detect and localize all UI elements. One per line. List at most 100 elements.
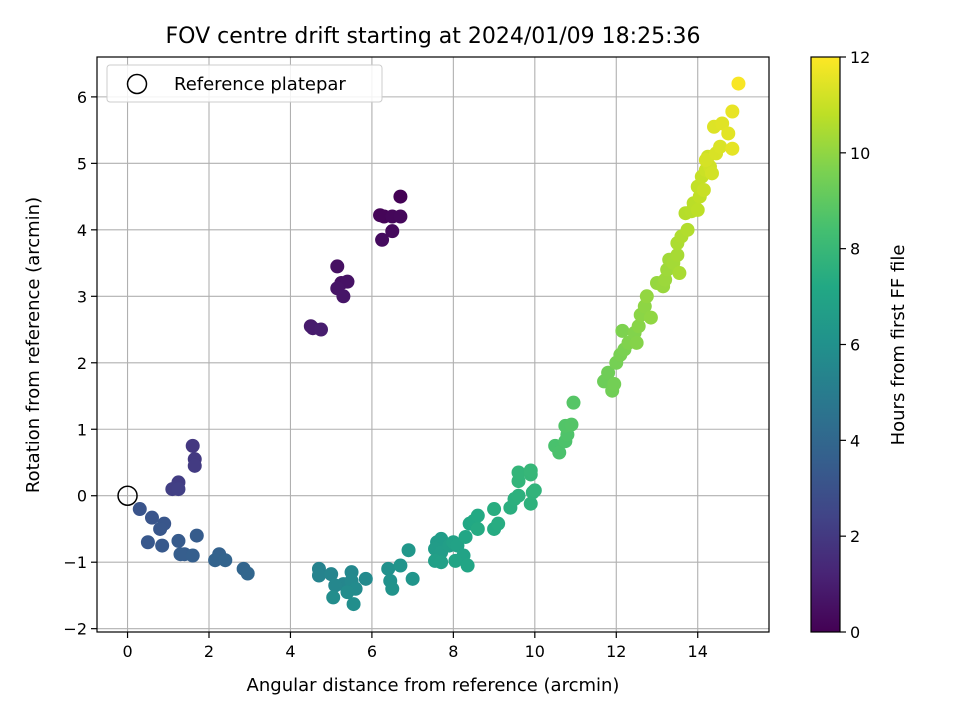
y-tick-label: 2 <box>77 354 87 373</box>
data-point <box>171 482 186 497</box>
colorbar-tick-label: 10 <box>850 144 870 163</box>
data-point <box>171 533 186 548</box>
x-tick-label: 2 <box>204 642 214 661</box>
x-tick-label: 4 <box>285 642 295 661</box>
y-tick-label: 6 <box>77 88 87 107</box>
data-point <box>704 166 719 181</box>
data-point <box>218 553 233 568</box>
data-point <box>173 547 188 562</box>
colorbar: 0 2 4 6 8 10 12 Hours from first FF file <box>810 48 909 642</box>
x-axis-ticks: 0 2 4 6 8 10 12 14 <box>122 632 708 661</box>
colorbar-label: Hours from first FF file <box>888 245 909 446</box>
data-point <box>448 553 463 568</box>
data-point <box>552 445 567 460</box>
data-point <box>330 259 345 274</box>
data-point <box>187 458 202 473</box>
data-point <box>601 365 616 380</box>
data-point <box>670 248 685 263</box>
x-tick-label: 10 <box>525 642 545 661</box>
data-point <box>240 566 255 581</box>
data-point <box>639 289 654 304</box>
data-point <box>470 508 485 523</box>
data-point <box>470 521 485 536</box>
colorbar-tick-label: 4 <box>850 431 860 450</box>
x-tick-label: 8 <box>448 642 458 661</box>
data-point <box>615 323 630 338</box>
y-axis-ticks: −2 −1 0 1 2 3 4 5 6 <box>63 88 97 639</box>
data-point <box>373 208 388 223</box>
data-point <box>721 126 736 141</box>
data-point <box>144 510 159 525</box>
data-point <box>311 568 326 583</box>
plot-frame <box>96 56 770 633</box>
data-point <box>189 528 204 543</box>
data-point <box>185 548 200 563</box>
y-tick-label: 3 <box>77 287 87 306</box>
data-point <box>336 289 351 304</box>
x-tick-label: 12 <box>606 642 626 661</box>
colorbar-tick-label: 2 <box>850 527 860 546</box>
data-point <box>324 567 339 582</box>
data-point <box>713 139 728 154</box>
data-point <box>566 395 581 410</box>
data-point <box>326 590 341 605</box>
data-point <box>672 266 687 281</box>
y-tick-label: 4 <box>77 221 87 240</box>
data-point <box>460 558 475 573</box>
data-point <box>140 535 155 550</box>
data-point <box>725 141 740 156</box>
x-tick-label: 6 <box>367 642 377 661</box>
x-tick-label: 0 <box>122 642 132 661</box>
y-tick-label: 0 <box>77 487 87 506</box>
data-point <box>328 578 343 593</box>
data-point <box>393 209 408 224</box>
data-point <box>523 496 538 511</box>
data-point <box>698 153 713 168</box>
data-point <box>393 189 408 204</box>
data-point <box>511 465 526 480</box>
data-point <box>491 516 506 531</box>
data-point <box>314 322 328 337</box>
legend-label: Reference platepar <box>174 74 346 95</box>
data-point <box>523 463 538 478</box>
data-point <box>643 310 658 325</box>
data-point <box>511 488 526 503</box>
data-point <box>690 202 705 217</box>
data-point <box>375 232 390 247</box>
chart-title: FOV centre drift starting at 2024/01/09 … <box>166 24 701 49</box>
legend-box <box>106 64 383 103</box>
y-tick-label: 1 <box>77 420 87 439</box>
colorbar-tick-label: 6 <box>850 336 860 355</box>
data-point <box>393 558 408 573</box>
data-points <box>132 76 746 612</box>
y-tick-label: −2 <box>63 620 87 639</box>
data-point <box>385 581 400 596</box>
y-tick-label: 5 <box>77 154 87 173</box>
data-point <box>731 76 746 91</box>
data-point <box>185 438 200 453</box>
colorbar-ticks: 0 2 4 6 8 10 12 <box>840 48 870 642</box>
data-point <box>358 571 373 586</box>
data-point <box>340 274 355 289</box>
data-point <box>132 502 147 517</box>
grid <box>97 57 769 632</box>
data-point <box>631 319 646 334</box>
data-point <box>725 104 740 119</box>
colorbar-tick-label: 8 <box>850 240 860 259</box>
reference-marker <box>117 485 138 506</box>
y-axis-label: Rotation from reference (arcmin) <box>23 197 44 493</box>
data-point <box>405 571 420 586</box>
data-point <box>340 585 355 600</box>
x-axis-label: Angular distance from reference (arcmin) <box>247 675 620 696</box>
legend-open-circle-icon <box>126 73 148 95</box>
data-point <box>680 222 695 237</box>
legend: Reference platepar <box>106 64 383 103</box>
data-point <box>346 597 361 612</box>
data-point <box>607 377 622 392</box>
colorbar-tick-label: 12 <box>850 48 870 67</box>
data-point <box>629 335 644 350</box>
data-point <box>434 555 449 570</box>
data-point <box>487 502 502 517</box>
y-tick-label: −1 <box>63 553 87 572</box>
